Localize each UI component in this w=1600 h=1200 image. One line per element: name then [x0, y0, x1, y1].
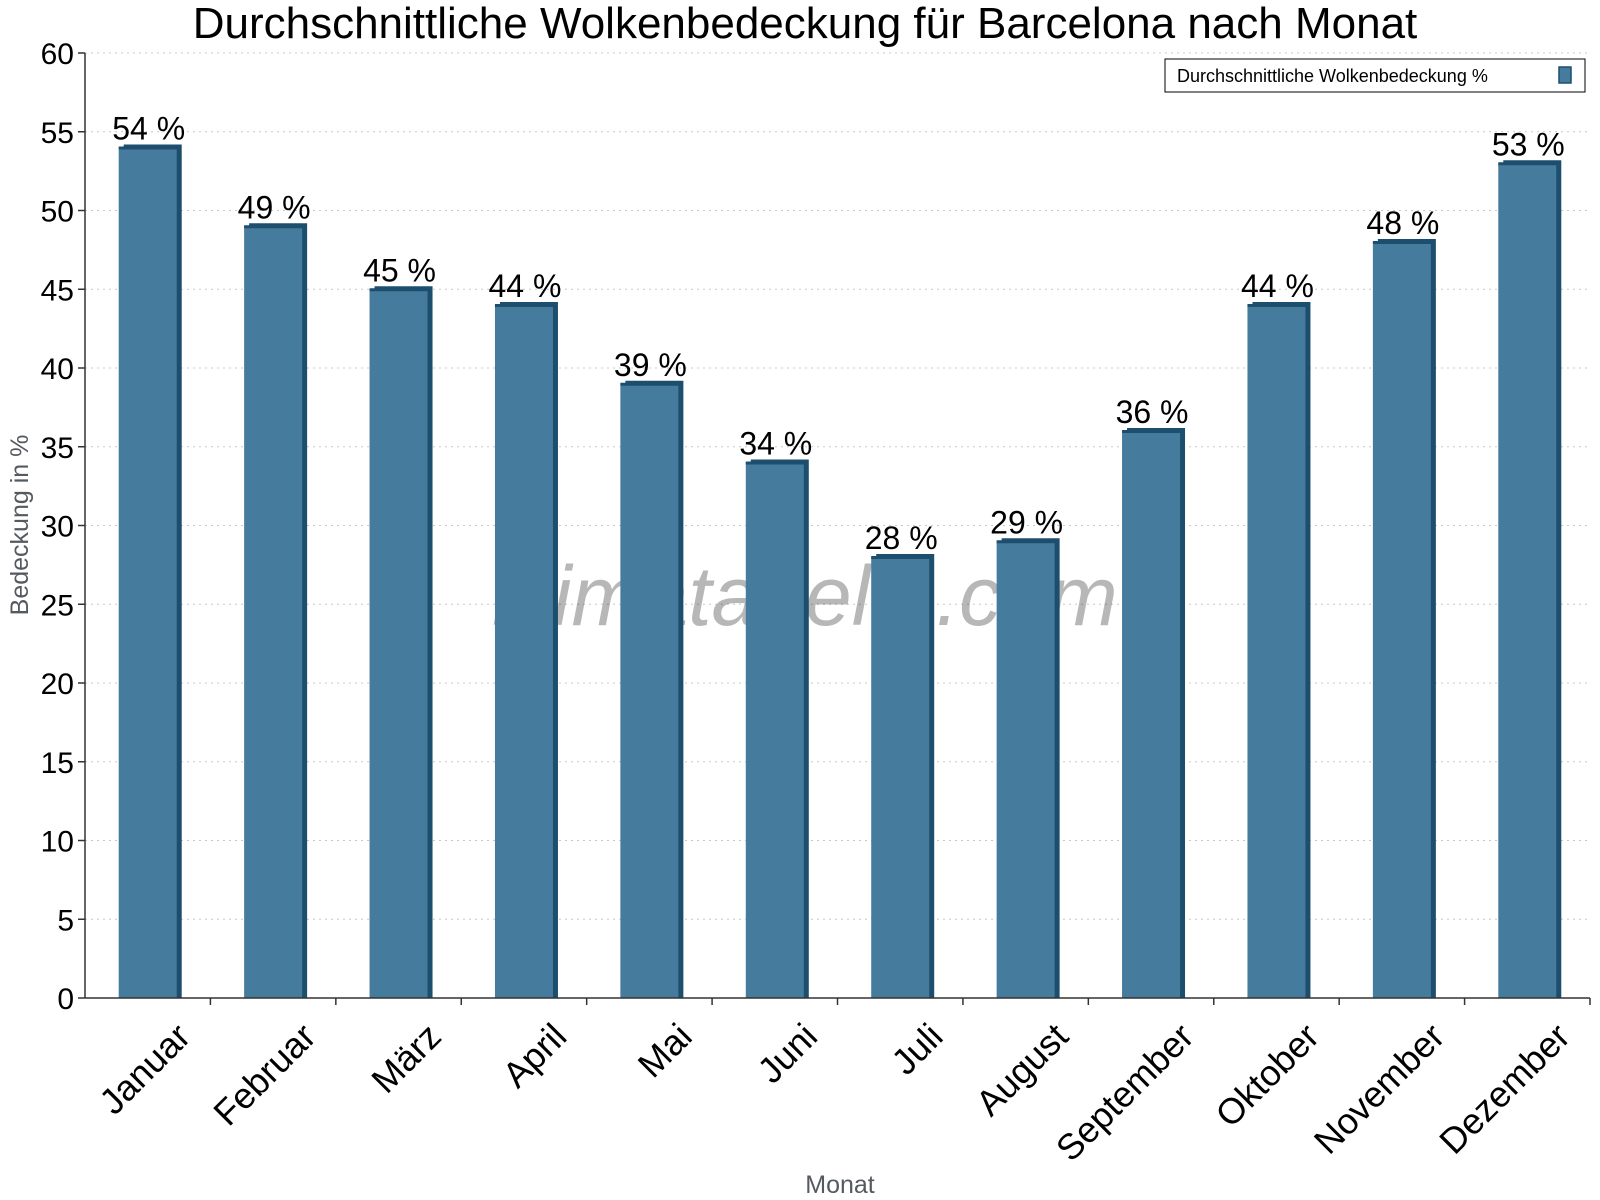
bar	[494, 305, 553, 998]
y-tick-label: 15	[41, 747, 74, 780]
x-tick-label: Oktober	[1207, 1015, 1327, 1135]
bar-top-edge	[369, 288, 432, 292]
data-label: 28 %	[865, 520, 938, 556]
legend: Durchschnittliche Wolkenbedeckung %	[1164, 58, 1586, 93]
y-tick-label: 5	[57, 904, 74, 937]
x-tick-label: Juli	[883, 1015, 950, 1082]
bar-top-edge	[1247, 304, 1310, 307]
y-tick-label: 60	[41, 38, 74, 71]
x-tick-label: März	[363, 1015, 449, 1101]
x-tick-label: September	[1048, 1015, 1202, 1169]
bar-top-edge	[1498, 162, 1561, 166]
bar-top-edge	[996, 540, 1059, 544]
bars-layer: 54 % 49 % 45 % 44 % 39 % 34 % 28 % 29 % 36 % 44 %…	[112, 111, 1565, 998]
data-label: 44 %	[1241, 268, 1314, 304]
data-label: 54 %	[112, 111, 185, 147]
legend-series-label: Durchschnittliche Wolkenbedeckung %	[1177, 66, 1488, 86]
bar	[871, 557, 930, 998]
x-axis-label: Monat	[805, 1171, 875, 1199]
grid-layer	[85, 52, 1590, 920]
data-label: 49 %	[238, 189, 311, 225]
y-tick-label: 45	[41, 274, 74, 307]
y-tick-label: 35	[41, 432, 74, 465]
x-tick-label: April	[494, 1015, 574, 1095]
x-tick-label: Dezember	[1431, 1015, 1577, 1161]
x-tick-label: Juni	[749, 1015, 825, 1091]
bar-top-edge	[494, 304, 557, 307]
bar	[244, 226, 303, 998]
bar	[1498, 163, 1557, 998]
y-tick-label: 0	[57, 983, 74, 1016]
x-tick-label: Mai	[630, 1015, 700, 1085]
bar	[745, 462, 804, 998]
y-tick-label: 50	[41, 196, 74, 229]
bar	[118, 147, 177, 998]
legend-swatch	[1558, 66, 1572, 84]
x-tick-label: November	[1306, 1015, 1452, 1161]
data-label: 44 %	[488, 268, 561, 304]
data-label: 53 %	[1492, 126, 1565, 162]
bar	[620, 383, 679, 998]
y-tick-label: 25	[41, 589, 74, 622]
chart-title: Durchschnittliche Wolkenbedeckung für Ba…	[193, 0, 1418, 48]
data-label: 45 %	[363, 252, 436, 288]
bar-top-edge	[1372, 241, 1435, 244]
data-label: 29 %	[990, 504, 1063, 540]
bar-top-edge	[620, 382, 683, 386]
x-tick-label: August	[968, 1015, 1076, 1123]
x-tick-label: Januar	[91, 1015, 198, 1122]
bar-top-edge	[244, 225, 307, 229]
bar-top-edge	[118, 146, 181, 150]
bar	[369, 289, 428, 998]
bar-top-edge	[1122, 430, 1185, 433]
y-tick-label: 40	[41, 353, 74, 386]
data-label: 34 %	[739, 426, 812, 462]
data-label: 36 %	[1116, 394, 1189, 430]
bar-top-edge	[745, 461, 808, 465]
y-axis-label: Bedeckung in %	[6, 435, 34, 616]
bar	[996, 541, 1055, 998]
data-label: 48 %	[1366, 205, 1439, 241]
legend-box	[1164, 58, 1586, 93]
y-tick-label: 55	[41, 117, 74, 150]
bar	[1372, 242, 1431, 998]
y-tick-label: 30	[41, 511, 74, 544]
bar	[1247, 305, 1306, 998]
bar	[1122, 431, 1181, 998]
x-tick-label: Februar	[205, 1015, 323, 1133]
y-tick-label: 20	[41, 668, 74, 701]
data-label: 39 %	[614, 347, 687, 383]
y-tick-label: 10	[41, 826, 74, 859]
bar-top-edge	[871, 556, 934, 559]
